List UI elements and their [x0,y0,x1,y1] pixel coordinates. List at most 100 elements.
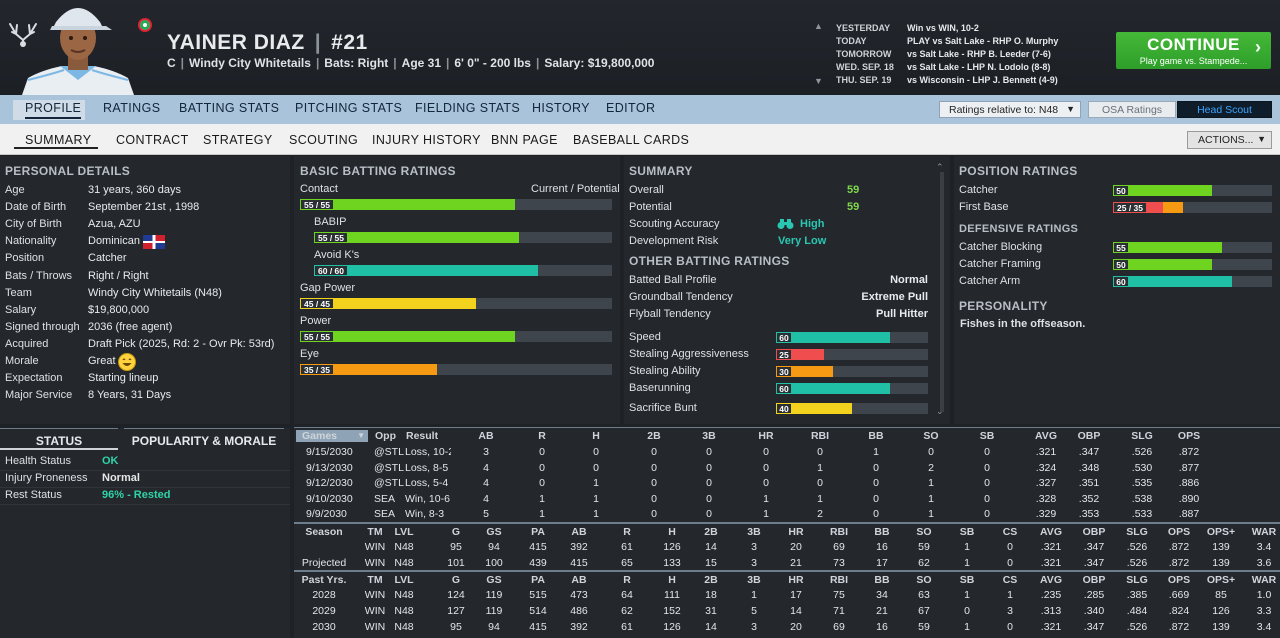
subtab-scouting[interactable]: SCOUTING [289,133,359,147]
table-row[interactable]: 9/10/2030 SEA Win, 10-6 4 1 1 0 0 1 1 0 1 0 .328 .352.… [294,491,1280,507]
table-cell: HR [788,574,804,586]
chevron-up-icon[interactable]: ⌃ [936,162,944,172]
actions-dropdown[interactable]: ACTIONS... ▼ [1187,131,1272,149]
tab-pitching-stats[interactable]: PITCHING STATS [295,101,403,115]
schedule-game: vs Wisconsin - LHP J. Bennett (4-9) [907,75,1058,85]
rating-bar-fill [776,383,890,394]
personality-text: Fishes in the offseason. [960,318,1086,330]
table-cell: 0 [651,477,657,490]
head-scout-button[interactable]: Head Scout [1177,101,1272,118]
table-cell: 85 [1215,589,1227,601]
tab-ratings[interactable]: RATINGS [103,101,161,115]
table-cell: 3B [747,526,761,538]
table-row[interactable]: 9/12/2030 @STL Loss, 5-4 4 0 1 0 0 0 0 0 1 0 .327 .351… [294,475,1280,491]
table-cell: 69 [833,541,845,553]
subtab-baseball-cards[interactable]: BASEBALL CARDS [573,133,690,147]
table-row[interactable]: 9/9/2030 SEA Win, 8-3 5 1 1 0 0 1 2 0 1 0 .329 .353 .53… [294,506,1280,522]
status-label: Rest Status [5,489,62,501]
games-filter-dropdown[interactable]: Games ▼ [296,430,368,442]
table-cell: 21 [790,556,802,569]
table-cell: BB [874,574,890,586]
detail-label: Expectation [5,372,63,385]
tab-profile[interactable]: PROFILE [25,101,82,119]
subtab-bnn-page[interactable]: BNN PAGE [491,133,558,147]
table-cell: 1 [1007,589,1013,601]
table-cell: 392 [570,541,588,553]
other-rating-value: Pull Hitter [876,308,928,320]
subtab-contract[interactable]: CONTRACT [116,133,189,147]
table-cell: .872 [1168,556,1190,569]
ratings-relative-dropdown[interactable]: Ratings relative to: N48 ▼ [939,101,1081,118]
status-tab[interactable]: STATUS [0,428,118,450]
tab-fielding-stats[interactable]: FIELDING STATS [415,101,521,115]
table-cell: 9/15/2030 [306,446,353,458]
table-cell: 0 [593,461,599,474]
table-cell: 1 [751,589,757,601]
table-cell: .872 [1178,446,1200,458]
table-row[interactable]: 9/15/2030 @STL Loss, 10-2 3 0 0 0 0 0 0 1 0 0 .321 .34… [294,444,1280,460]
player-name: YAINER DIAZ | #21 [167,31,368,54]
table-cell: @STL [374,461,404,474]
tab-editor[interactable]: EDITOR [606,101,656,115]
active-tab-highlight [13,100,85,120]
table-row[interactable]: WIN N48 95 94 415 392 61 126 14 3 20 69 16 59 1 0 .321 .3… [294,539,1280,555]
table-cell: RBI [810,430,830,442]
table-cell: 62 [918,556,930,569]
table-cell: 119 [485,589,503,601]
schedule-row[interactable]: YESTERDAY Win vs WIN, 10-2 [836,22,1058,35]
table-row[interactable]: Projected WIN N48 101 100 439 415 65 133 15 3 21 73 1… [294,555,1280,571]
binoculars-icon [777,219,794,229]
chevron-down-icon[interactable]: ▼ [814,76,823,86]
subtab-summary[interactable]: SUMMARY [25,133,92,147]
table-cell: .347 [1083,556,1105,569]
detail-value: Right / Right [88,269,149,282]
schedule-scroll-arrows[interactable]: ▲ ▼ [814,22,826,86]
table-cell: 9/13/2030 [306,461,353,474]
summary-scrollbar[interactable] [940,172,944,412]
popularity-morale-tab[interactable]: POPULARITY & MORALE [124,428,284,450]
team-logo-antlers-icon[interactable] [6,20,40,50]
subtab-strategy[interactable]: STRATEGY [203,133,273,147]
table-cell: Loss, 10-2 [405,446,451,458]
table-row[interactable]: 2028 WIN N48 124 119 515 473 64 111 18 1 17 75 34 63 1 1… [294,587,1280,603]
tab-batting-stats[interactable]: BATTING STATS [179,101,280,115]
table-cell: 439 [529,556,547,569]
table-cell: WIN [364,620,386,633]
table-cell: SB [959,526,975,538]
detail-value[interactable]: Windy City Whitetails (N48) [88,286,222,299]
tab-history[interactable]: HISTORY [532,101,590,115]
table-cell: H [668,574,676,586]
table-cell: 3B [747,574,761,586]
table-cell: 0 [873,508,879,521]
rating-badge: 60 [1113,276,1129,287]
osa-ratings-button[interactable]: OSA Ratings [1088,101,1176,118]
team-link[interactable]: Windy City Whitetails [189,56,311,70]
table-row[interactable]: 9/13/2030 @STL Loss, 8-5 4 0 0 0 0 0 1 0 2 0 .324 .348… [294,460,1280,476]
table-cell: SB [979,430,995,442]
rating-badge: 60 / 60 [314,265,348,276]
table-row[interactable]: 2029 WIN N48 127 119 514 486 62 152 31 5 14 71 21 67 0 3… [294,603,1280,619]
chevron-up-icon[interactable]: ▲ [814,21,823,31]
rating-bar: 35 / 35 [300,364,612,375]
detail-value: Great [88,355,116,367]
team-badge-icon[interactable] [138,18,152,32]
schedule-game: PLAY vs Salt Lake - RHP O. Murphy [907,36,1059,46]
other-rating-label: Groundball Tendency [629,291,733,303]
subtab-injury-history[interactable]: INJURY HISTORY [372,133,481,147]
table-row[interactable]: 2030 WIN N48 95 94 415 392 61 126 14 3 20 69 16 59 1 0 .3… [294,619,1280,635]
table-cell: 0 [706,492,712,505]
table-cell: CS [1002,574,1018,586]
schedule-row[interactable]: TODAY PLAY vs Salt Lake - RHP O. Murphy [836,35,1058,48]
continue-button[interactable]: CONTINUE Play game vs. Stampede... › [1116,32,1271,69]
rating-bar-fill [300,364,437,375]
table-cell: 0 [763,446,769,458]
chevron-down-icon[interactable]: ⌄ [936,406,944,416]
personal-details-panel: PERSONAL DETAILS Age 31 years, 360 days Da… [0,156,290,424]
status-value: 96% - Rested [102,489,171,501]
table-cell: 0 [873,477,879,490]
schedule-row[interactable]: THU. SEP. 19 vs Wisconsin - LHP J. Bennet… [836,74,1058,87]
schedule-row[interactable]: WED. SEP. 18 vs Salt Lake - LHP N. Lodolo… [836,61,1058,74]
table-cell: OBP [1077,430,1101,442]
table-cell: 111 [664,589,680,601]
schedule-row[interactable]: TOMORROW vs Salt Lake - RHP B. Leeder (7-… [836,48,1058,61]
